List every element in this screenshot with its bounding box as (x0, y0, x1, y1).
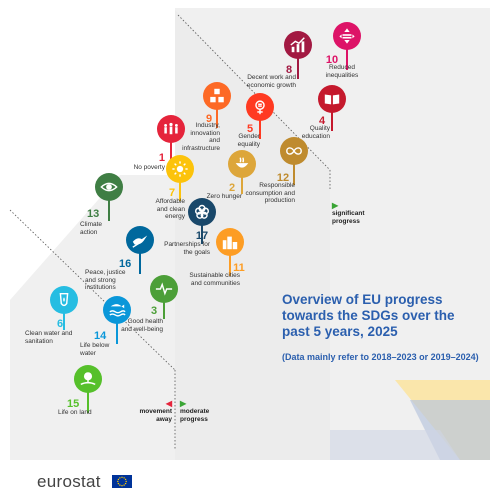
goal-17-number: 17 (195, 230, 209, 242)
sun-icon (171, 160, 189, 178)
goal-4-number: 4 (318, 115, 326, 127)
goal-15-pin (74, 365, 102, 393)
goal-8-pin-stem (297, 57, 299, 79)
goal-16-number: 16 (119, 258, 132, 270)
goal-5-label: Gender equality (237, 133, 260, 148)
goal-1-label: No poverty (133, 164, 165, 171)
goal-15-pin-stem (87, 391, 89, 413)
city-icon (221, 233, 239, 251)
goal-5-pin (246, 93, 274, 121)
legend-away: ◀ movement away (128, 400, 172, 424)
legend-away-label: movement away (139, 408, 172, 423)
goal-3-pin-stem (163, 301, 165, 319)
goal-14-pin-stem (116, 322, 118, 344)
legend-moderate: ▶ moderate progress (180, 400, 225, 424)
goal-12-number: 12 (276, 172, 290, 184)
goal-5-number: 5 (246, 123, 254, 135)
goal-13-pin-stem (108, 199, 110, 221)
goal-2-pin (228, 150, 256, 178)
goal-6-pin-stem (63, 312, 65, 330)
equality-icon (338, 27, 356, 45)
dove-icon (131, 231, 149, 249)
goal-1-pin (157, 115, 185, 143)
eu-flag-icon (112, 475, 132, 488)
eye-globe-icon (100, 178, 118, 196)
legend-away-arrow-icon: ◀ (165, 399, 172, 408)
cubes-icon (208, 87, 226, 105)
goal-7-label: Affordable and clean energy (155, 198, 185, 220)
goal-10-pin (333, 22, 361, 50)
goal-1-number: 1 (158, 152, 165, 164)
goal-14-number: 14 (94, 330, 107, 342)
growth-chart-icon (289, 36, 307, 54)
goal-6-number: 6 (56, 318, 64, 330)
goal-16-pin-stem (139, 252, 141, 274)
goal-3-number: 3 (150, 305, 158, 317)
goal-9-pin (203, 82, 231, 110)
goal-17-pin (188, 198, 216, 226)
people-icon (162, 120, 180, 138)
goal-13-label: Climate action (80, 221, 103, 236)
legend-significant-label: significant progress (332, 210, 365, 225)
goal-2-pin-stem (241, 176, 243, 194)
goal-8-label: Decent work and economic growth (246, 74, 296, 89)
goal-15-number: 15 (67, 398, 80, 410)
goal-17-pin-stem (201, 224, 203, 244)
water-drop-icon (55, 291, 73, 309)
gender-icon (251, 98, 269, 116)
goal-12-label: Responsible consumption and production (245, 182, 295, 204)
goal-14-label: Life below water (80, 342, 110, 357)
bowl-icon (233, 155, 251, 173)
goal-16-pin (126, 226, 154, 254)
goal-12-pin (280, 137, 308, 165)
book-icon (323, 90, 341, 108)
goal-4-label: Quality education (301, 125, 330, 140)
goal-2-number: 2 (228, 182, 236, 194)
goal-8-pin (284, 31, 312, 59)
goal-14-pin (103, 296, 131, 324)
goal-7-pin (166, 155, 194, 183)
legend-moderate-arrow-icon: ▶ (180, 399, 187, 408)
heartbeat-icon (155, 280, 173, 298)
goal-8-number: 8 (285, 64, 293, 76)
goal-2-label: Zero hunger (206, 193, 242, 200)
goal-4-pin (318, 85, 346, 113)
goal-3-label: Good health and well-being (121, 318, 163, 333)
page-subtitle: (Data mainly refer to 2018–2023 or 2019–… (282, 352, 479, 362)
goal-4-pin-stem (331, 111, 333, 131)
fish-icon (108, 301, 126, 319)
goal-9-number: 9 (205, 113, 213, 125)
goal-11-number: 11 (233, 262, 245, 274)
goal-16-label: Peace, justice and strong institutions (85, 269, 126, 291)
goal-1-pin-stem (170, 141, 172, 163)
goal-6-pin (50, 286, 78, 314)
goal-9-pin-stem (216, 108, 218, 128)
goal-10-pin-stem (346, 48, 348, 70)
infinity-icon (285, 142, 303, 160)
page-title: Overview of EU progress towards the SDGs… (282, 292, 455, 339)
goal-12-pin-stem (293, 163, 295, 185)
goal-3-pin (150, 275, 178, 303)
goal-10-label: Reduced inequalities (325, 64, 359, 79)
goal-5-pin-stem (259, 119, 261, 139)
goal-9-label: Industry, innovation and infrastructure (182, 122, 220, 152)
tree-icon (79, 370, 97, 388)
goal-11-pin-stem (229, 254, 231, 276)
goal-17-label: Partnerships for the goals (164, 241, 210, 256)
legend-significant: ▶ significant progress (332, 202, 382, 226)
legend-significant-arrow-icon: ▶ (332, 201, 339, 210)
legend-moderate-label: moderate progress (180, 408, 210, 423)
goal-7-number: 7 (168, 187, 176, 199)
goal-10-number: 10 (325, 54, 339, 66)
goal-13-pin (95, 173, 123, 201)
rings-icon (193, 203, 211, 221)
eurostat-logo: eurostat (37, 472, 101, 491)
goal-15-label: Life on land (58, 409, 92, 416)
goal-11-pin (216, 228, 244, 256)
goal-6-label: Clean water and sanitation (25, 330, 73, 345)
goal-13-number: 13 (87, 208, 100, 220)
goal-7-pin-stem (179, 181, 181, 201)
goal-11-label: Sustainable cities and communities (189, 272, 240, 287)
